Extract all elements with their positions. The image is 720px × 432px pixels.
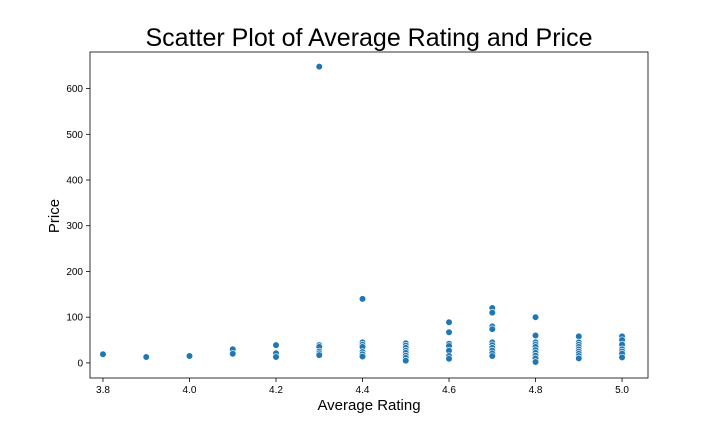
data-point [488,352,496,360]
data-point [575,332,583,340]
data-point [272,341,280,349]
x-tick-label: 4.8 [529,385,543,396]
x-tick-label: 4.0 [183,385,197,396]
data-point [445,355,453,363]
data-point [142,353,150,361]
x-tick-label: 5.0 [615,385,629,396]
x-tick-label: 4.2 [269,385,283,396]
y-axis-label: Price [46,199,63,233]
y-tick-label: 200 [66,267,83,278]
data-point [402,357,410,365]
data-points [99,63,626,366]
x-tick-label: 4.4 [356,385,370,396]
data-point [272,353,280,361]
data-point [445,328,453,336]
y-tick-label: 100 [66,313,83,324]
y-tick-label: 600 [66,84,83,95]
x-axis: 3.8 4.0 4.2 4.4 4.6 4.8 5.0 [96,378,629,396]
x-tick-label: 3.8 [96,385,110,396]
data-point [488,325,496,333]
data-point [185,352,194,360]
y-tick-label: 400 [66,176,83,187]
data-point [445,318,453,326]
y-axis: 0 100 200 300 400 500 600 [66,84,90,369]
data-point [531,358,540,366]
y-tick-label: 300 [66,221,83,232]
data-point [488,309,496,317]
data-point [575,354,583,362]
x-tick-label: 4.6 [442,385,456,396]
data-point [531,313,540,321]
data-point [531,331,540,340]
chart-title: Scatter Plot of Average Rating and Price [145,24,592,52]
data-point [315,351,323,359]
data-point [358,295,367,303]
data-point [358,352,367,361]
data-point [618,353,626,362]
y-tick-label: 0 [77,358,83,369]
data-point [229,350,237,358]
plot-frame [89,51,649,379]
y-tick-label: 500 [66,130,83,141]
data-point [99,350,107,358]
data-point [315,63,323,71]
x-axis-label: Average Rating [317,397,420,414]
